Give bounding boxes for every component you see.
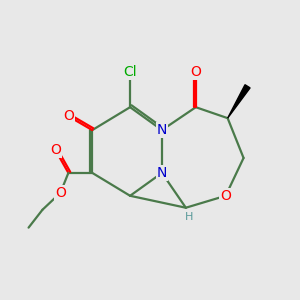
- Text: H: H: [184, 212, 193, 222]
- Text: O: O: [50, 143, 61, 157]
- Polygon shape: [228, 85, 250, 118]
- Text: N: N: [157, 166, 167, 180]
- Text: Cl: Cl: [123, 65, 137, 80]
- Text: N: N: [157, 123, 167, 137]
- Text: O: O: [63, 109, 74, 123]
- Text: O: O: [55, 186, 66, 200]
- Text: O: O: [190, 65, 201, 80]
- Text: O: O: [220, 189, 231, 203]
